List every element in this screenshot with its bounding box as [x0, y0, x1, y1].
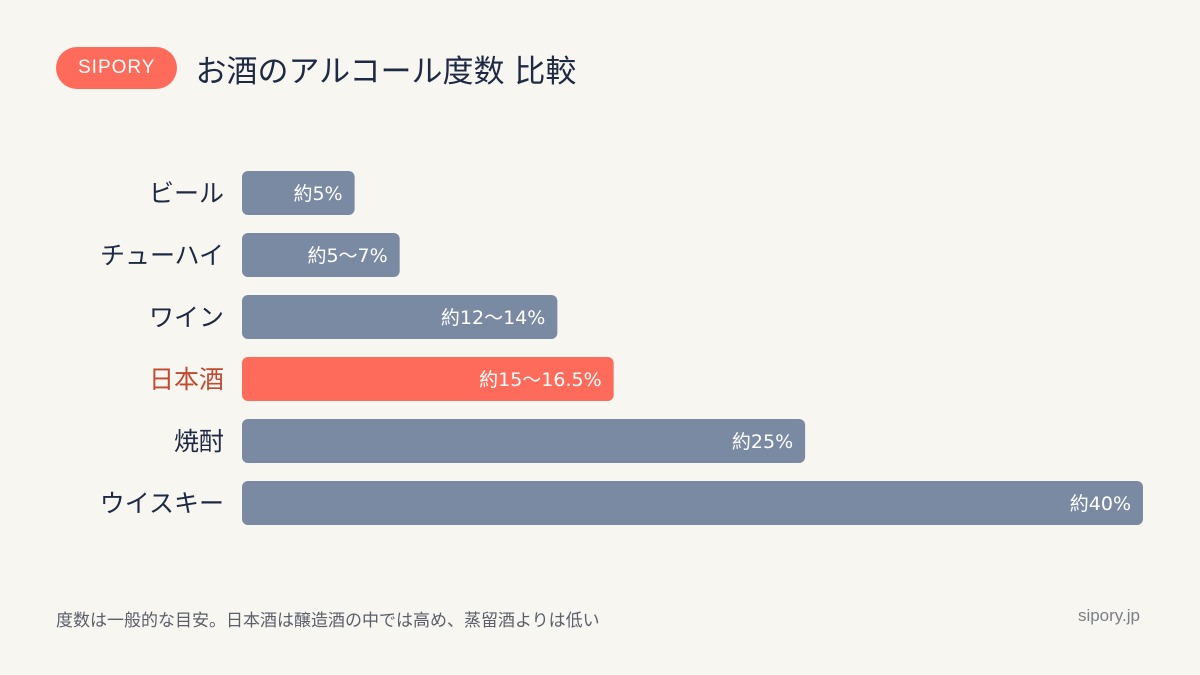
bar-value-label: 約12〜14%: [441, 307, 545, 329]
bar: [242, 295, 558, 339]
bar: [242, 357, 614, 401]
bar: [242, 481, 1143, 525]
bar-value-label: 約15〜16.5%: [479, 369, 602, 391]
footnote: 度数は一般的な目安。日本酒は醸造酒の中では高め、蒸留酒よりは低い: [56, 611, 600, 631]
bar: [242, 419, 806, 463]
category-label: ウイスキー: [100, 489, 224, 518]
category-label: ビール: [149, 179, 224, 208]
page-title: お酒のアルコール度数 比較: [195, 53, 577, 90]
bar-value-label: 約5〜7%: [307, 245, 387, 267]
bar-value-label: 約25%: [732, 431, 793, 453]
bar-value-label: 約5%: [293, 183, 342, 205]
header: SIPORY お酒のアルコール度数 比較: [56, 46, 576, 90]
site-url: sipory.jp: [1077, 606, 1140, 625]
category-label: 焼酎: [174, 427, 224, 456]
bar: [242, 171, 355, 215]
bar: [242, 233, 400, 277]
bar-value-label: 約40%: [1070, 493, 1131, 515]
brand-badge: SIPORY: [56, 47, 178, 89]
category-label: ワイン: [149, 303, 224, 332]
category-label: 日本酒: [149, 365, 224, 394]
category-label: チューハイ: [100, 241, 224, 270]
